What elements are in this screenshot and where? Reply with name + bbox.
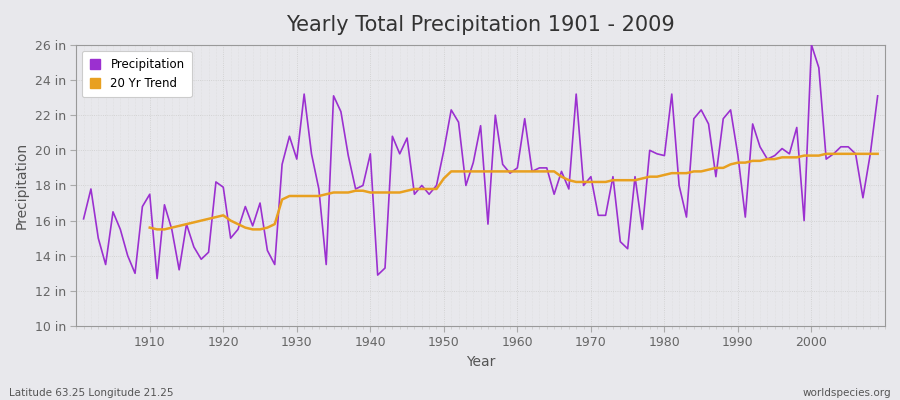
- Y-axis label: Precipitation: Precipitation: [15, 142, 29, 229]
- Legend: Precipitation, 20 Yr Trend: Precipitation, 20 Yr Trend: [82, 51, 192, 97]
- X-axis label: Year: Year: [466, 355, 495, 369]
- Text: Latitude 63.25 Longitude 21.25: Latitude 63.25 Longitude 21.25: [9, 388, 174, 398]
- Text: worldspecies.org: worldspecies.org: [803, 388, 891, 398]
- Title: Yearly Total Precipitation 1901 - 2009: Yearly Total Precipitation 1901 - 2009: [286, 15, 675, 35]
